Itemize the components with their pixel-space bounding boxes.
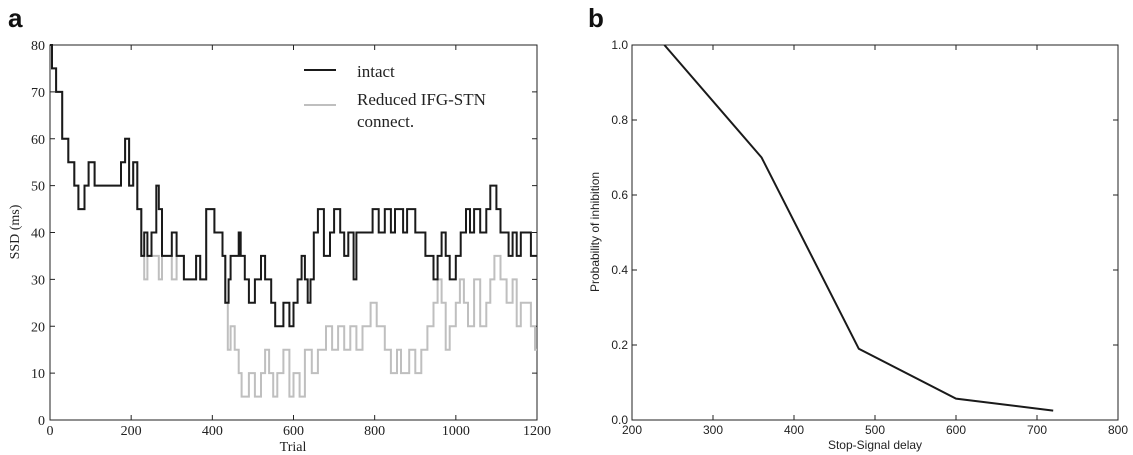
y-tick-label: 0.4 <box>611 263 628 277</box>
y-tick-label: 0.0 <box>611 413 628 427</box>
panel-a-series <box>50 44 537 398</box>
panel-a-x-axis-label: Trial <box>280 440 307 455</box>
y-tick-label: 0.8 <box>611 113 628 127</box>
y-tick-label: 20 <box>31 320 45 335</box>
x-tick-label: 1000 <box>442 424 470 439</box>
panel-a-y-axis-label: SSD (ms) <box>8 204 23 259</box>
panel-a-y-ticks: 0 10 20 30 40 50 60 70 80 <box>31 39 537 429</box>
x-tick-label: 200 <box>121 424 142 439</box>
y-tick-label: 70 <box>31 86 45 101</box>
y-tick-label: 1.0 <box>611 38 628 52</box>
x-tick-label: 500 <box>865 423 885 437</box>
panel-a-letter: a <box>8 3 23 33</box>
series-intact-line <box>50 44 537 328</box>
x-tick-label: 400 <box>202 424 223 439</box>
x-tick-label: 700 <box>1027 423 1047 437</box>
panel-b-x-axis-label: Stop-Signal delay <box>828 438 922 452</box>
y-tick-label: 0.2 <box>611 338 628 352</box>
panel-b-y-ticks: 0.0 0.2 0.4 0.6 0.8 1.0 <box>611 38 1118 427</box>
y-tick-label: 30 <box>31 273 45 288</box>
x-tick-label: 1200 <box>523 424 551 439</box>
y-tick-label: 60 <box>31 133 45 148</box>
y-tick-label: 40 <box>31 227 45 242</box>
y-tick-label: 80 <box>31 39 45 54</box>
x-tick-label: 600 <box>946 423 966 437</box>
panel-b-series <box>663 44 1054 412</box>
panel-a-x-ticks: 0 200 400 600 800 1000 1200 <box>47 45 551 439</box>
panel-a: a 0 200 400 600 800 1000 1200 0 10 20 30 40 50 60 70 8… <box>8 3 551 455</box>
y-tick-label: 0.6 <box>611 188 628 202</box>
panel-b: b 200 300 400 500 600 700 800 0.0 0.2 0.4 0.6 0.8 1… <box>588 3 1128 452</box>
panel-b-plot-frame <box>631 44 1119 421</box>
legend-label-reduced: Reduced IFG-STN connect. <box>357 90 490 131</box>
x-tick-label: 400 <box>784 423 804 437</box>
x-tick-label: 300 <box>703 423 723 437</box>
y-tick-label: 0 <box>38 414 45 429</box>
x-tick-label: 600 <box>283 424 304 439</box>
y-tick-label: 10 <box>31 367 45 382</box>
series-probability-line <box>663 44 1054 412</box>
panel-b-y-axis-label: Probability of inhibition <box>588 172 602 292</box>
y-tick-label: 50 <box>31 180 45 195</box>
panel-b-x-ticks: 200 300 400 500 600 700 800 <box>622 45 1128 437</box>
panel-a-legend: intact Reduced IFG-STN connect. <box>304 62 490 131</box>
panel-b-letter: b <box>588 3 604 33</box>
legend-label-intact: intact <box>357 62 395 81</box>
x-tick-label: 0 <box>47 424 54 439</box>
x-tick-label: 800 <box>364 424 385 439</box>
x-tick-label: 200 <box>622 423 642 437</box>
x-tick-label: 800 <box>1108 423 1128 437</box>
